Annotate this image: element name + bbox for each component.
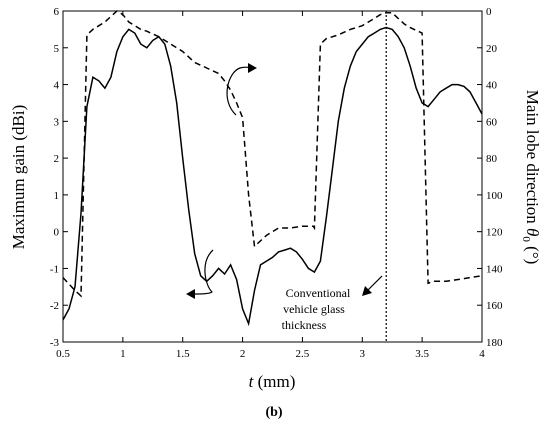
x-axis-unit: (mm) xyxy=(253,372,295,391)
x-tick-label: 1.5 xyxy=(176,348,190,360)
figure-caption: (b) xyxy=(265,405,282,420)
left-tick-label: -1 xyxy=(50,263,59,275)
left-tick-label: 5 xyxy=(54,43,60,55)
x-tick-label: 3 xyxy=(360,348,366,360)
right-axis-ticks: 0 20 40 60 80 100 120 140 160 180 xyxy=(477,6,503,349)
right-tick-label: 160 xyxy=(486,300,503,312)
plot-area xyxy=(62,10,483,343)
right-axis-label: Main lobe direction θ0 (°) xyxy=(520,90,542,265)
left-tick-label: 4 xyxy=(54,80,60,92)
right-tick-label: 80 xyxy=(486,153,498,165)
right-tick-label: 120 xyxy=(486,227,503,239)
left-axis-ticks: -3 -2 -1 0 1 2 3 4 5 6 xyxy=(50,6,68,349)
series-main-lobe-direction-line xyxy=(62,10,483,298)
right-tick-label: 0 xyxy=(486,6,492,18)
x-axis-symbol: t xyxy=(249,372,255,391)
plot-frame xyxy=(62,10,483,343)
left-tick-label: 2 xyxy=(54,153,60,165)
x-tick-label: 3.5 xyxy=(415,348,429,360)
left-tick-label: -3 xyxy=(50,337,60,349)
left-axis-label: Maximum gain (dBi) xyxy=(9,105,28,249)
annotation-line-1: Conventional xyxy=(286,286,351,300)
left-tick-label: 3 xyxy=(54,116,60,128)
right-tick-label: 60 xyxy=(486,116,498,128)
rotation-arrow-left-icon xyxy=(186,249,214,299)
right-axis-label-prefix: Main lobe direction xyxy=(523,90,542,228)
right-tick-label: 180 xyxy=(486,337,503,349)
left-tick-label: 0 xyxy=(54,227,60,239)
right-axis-symbol: θ xyxy=(523,228,542,236)
series-maximum-gain-line xyxy=(62,26,483,327)
left-tick-label: 1 xyxy=(54,190,60,202)
left-tick-label: -2 xyxy=(50,300,59,312)
x-tick-label: 2 xyxy=(240,348,246,360)
right-tick-label: 20 xyxy=(486,43,498,55)
x-tick-label: 2.5 xyxy=(296,348,310,360)
x-tick-label: 0.5 xyxy=(56,348,70,360)
annotation-line-2: vehicle glass xyxy=(283,302,345,316)
right-axis-unit: (°) xyxy=(523,242,542,264)
right-tick-label: 140 xyxy=(486,263,503,275)
x-tick-label: 1 xyxy=(120,348,126,360)
right-axis-subscript: 0 xyxy=(520,236,532,242)
rotation-arrow-right-icon xyxy=(226,63,257,116)
annotation-arrow-icon xyxy=(362,275,383,296)
x-axis-ticks: 0.5 1 1.5 2 2.5 3 3.5 4 xyxy=(56,11,485,360)
left-tick-label: 6 xyxy=(54,6,60,18)
x-tick-label: 4 xyxy=(479,348,485,360)
annotation-line-3: thickness xyxy=(282,318,327,332)
right-tick-label: 100 xyxy=(486,190,503,202)
right-tick-label: 40 xyxy=(486,80,498,92)
x-axis-label: t (mm) xyxy=(249,372,296,391)
